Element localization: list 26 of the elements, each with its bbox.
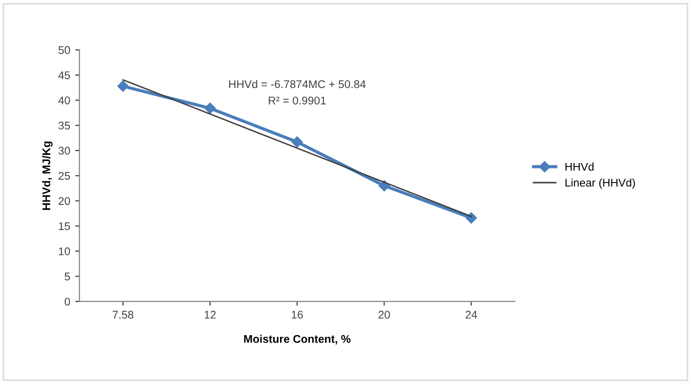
y-tick-label: 30	[58, 146, 70, 155]
y-axis-title: HHVd, MJ/Kg	[42, 142, 53, 210]
y-tick-label: 35	[58, 122, 70, 130]
y-tick-label: 5	[64, 272, 70, 280]
point	[204, 102, 216, 114]
x-tick-label: 20	[378, 310, 390, 319]
legend-label: Linear (HHVd)	[566, 178, 635, 189]
point	[117, 80, 129, 92]
y-tick-label: 15	[58, 222, 70, 230]
annotation: R² = 0.9901	[268, 96, 326, 104]
point	[292, 136, 303, 148]
x-tick-label: 16	[292, 310, 303, 319]
y-tick-label: 0	[64, 298, 70, 306]
y-tick-label: 40	[58, 96, 70, 104]
point	[466, 212, 477, 224]
x-tick-label: 24	[466, 310, 478, 319]
annotation: HHVd = -6.7874MC + 50.84	[229, 80, 366, 88]
x-tick-label: 12	[204, 310, 216, 319]
legend-label: HHVd	[566, 162, 594, 171]
y-tick-label: 10	[58, 247, 70, 256]
y-tick-label: 45	[58, 71, 70, 80]
x-tick-label: 7.58	[112, 310, 134, 319]
x-axis-title: Moisture Content, %	[244, 334, 351, 344]
y-tick-label: 50	[58, 46, 70, 54]
y-tick-label: 25	[58, 172, 70, 180]
y-tick-label: 20	[58, 197, 70, 205]
